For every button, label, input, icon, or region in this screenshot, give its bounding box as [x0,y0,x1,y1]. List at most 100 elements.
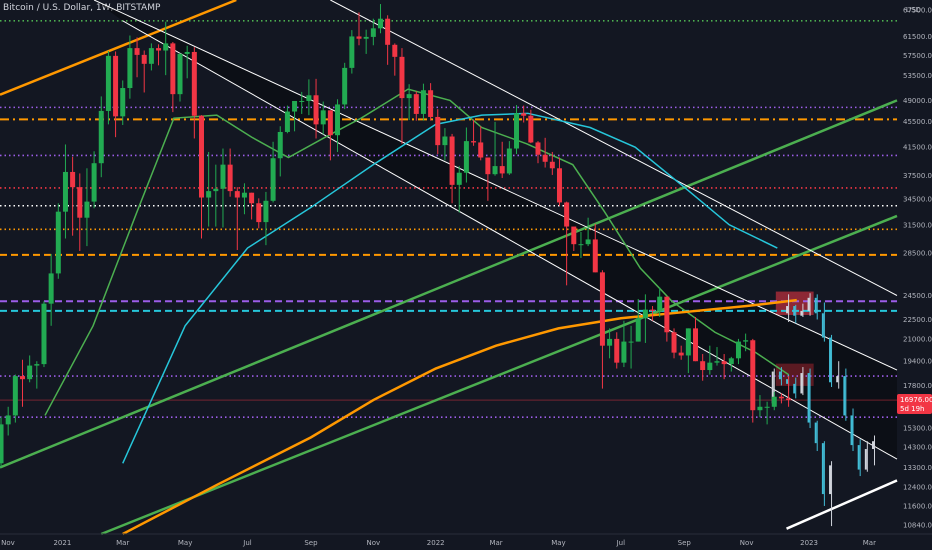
projected-candle-12 [871,435,875,466]
candle-body [857,445,860,470]
candle-body [850,415,853,446]
candle-body [549,161,555,169]
candle-body [685,328,691,356]
y-tick-label: 53500.00 [903,72,932,80]
candle-body [392,44,398,57]
candle-body [807,373,810,423]
candle-14 [98,96,104,178]
candle-body [707,362,713,371]
y-tick-label: 12400.00 [903,484,932,492]
y-tick-label: 67500.00 [903,7,932,15]
candle-68 [485,157,491,201]
candle-22 [156,44,162,66]
candle-37 [263,191,269,246]
candle-58 [413,91,419,121]
candle-body [814,422,817,444]
candle-96 [685,328,691,374]
moving-average-2 [122,298,797,536]
candle-86 [614,332,620,369]
candle-2 [12,374,18,423]
candle-93 [664,296,670,342]
candle-43 [306,79,312,116]
candle-64 [456,166,462,213]
candle-body [184,51,190,54]
candle-body [98,110,104,164]
candle-body [377,18,383,29]
candle-body [786,398,792,401]
projected-candle-1 [793,304,797,324]
x-tick-label: 2021 [53,539,71,547]
candle-body [313,95,319,125]
candle-3 [20,359,26,407]
candle-body [62,171,68,212]
x-tick-label: Nov [366,539,380,547]
candle-body [463,141,469,173]
y-tick-label: 37500.00 [903,172,932,180]
candle-body [492,166,498,175]
y-tick-label: 11600.00 [903,502,932,510]
candle-body [134,48,140,55]
candle-97 [693,316,699,362]
candle-body [249,192,255,204]
candle-body [693,328,699,362]
projected-candle-19 [814,420,818,452]
candle-body [592,239,598,273]
candle-body [678,352,684,356]
candle-50 [356,12,362,46]
candle-95 [678,345,684,360]
candle-body [807,297,810,311]
candle-body [156,48,162,51]
candle-body [428,90,434,117]
candle-26 [184,45,190,79]
candle-31 [220,148,226,228]
candle-33 [234,187,240,250]
candle-53 [377,4,383,34]
candle-body [793,383,796,394]
candle-body [48,273,54,304]
candle-body [241,192,247,198]
candle-99 [707,345,713,375]
candle-109 [778,393,784,404]
candle-body [191,51,197,116]
trend-line-2 [100,214,898,536]
candle-98 [700,354,706,381]
candle-body [514,113,520,149]
candle-body [413,94,419,114]
candle-body [363,36,369,39]
candle-body [449,136,455,185]
candle-body [456,172,462,185]
y-tick-label: 17800.00 [903,382,932,390]
y-tick-label: 41500.00 [903,144,932,152]
candle-body [41,303,47,365]
candle-30 [213,164,219,227]
candle-66 [471,119,477,146]
candle-70 [499,141,505,178]
candle-body [506,148,512,174]
candle-body [864,449,867,470]
candle-body [564,202,570,227]
candle-body [471,141,477,143]
projected-candle-4 [814,294,818,320]
candle-body [607,338,613,346]
candle-110 [786,376,792,407]
candle-body [771,371,774,404]
candle-body [542,154,548,162]
candle-body [292,100,298,112]
candle-34 [241,183,247,215]
x-tick-label: Mar [116,539,129,547]
candle-body [34,364,40,366]
x-tick-label: May [551,539,565,547]
candle-body [614,338,620,363]
candles [0,4,792,468]
candle-77 [549,151,555,175]
candle-body [528,115,534,143]
x-tick-label: Nov [740,539,754,547]
candle-body [628,341,634,343]
projected-candle-21 [829,461,833,527]
candle-body [786,306,789,314]
projected-candle-5 [821,302,825,342]
trend-line-0 [0,0,237,96]
candle-body [27,365,33,380]
candle-89 [635,298,641,342]
